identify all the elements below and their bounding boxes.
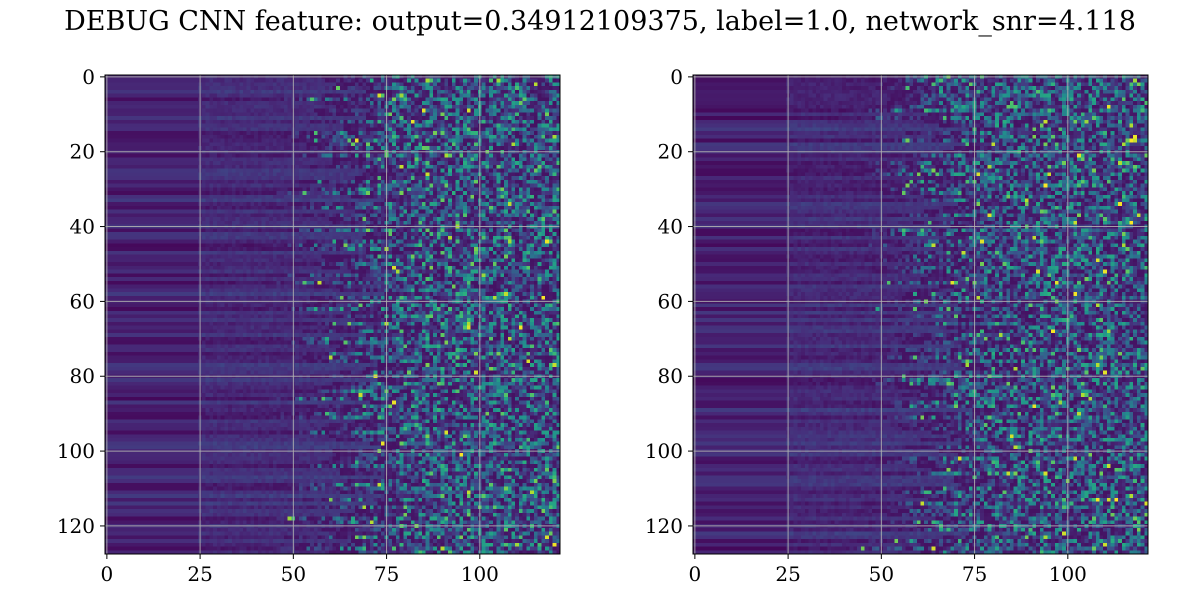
x-tick-label: 0 (688, 562, 701, 586)
x-tick-label: 25 (187, 562, 212, 586)
heatmap-panel-left: 0 25 50 75 100 0 20 40 60 80 100 120 (57, 65, 561, 586)
y-axis-right: 0 20 40 60 80 100 120 (645, 65, 693, 538)
y-tick-label: 0 (82, 65, 95, 89)
y-tick-label: 40 (70, 215, 95, 239)
axes-frame-left (104, 74, 561, 555)
y-tick-label: 20 (70, 140, 95, 164)
x-tick-label: 50 (281, 562, 306, 586)
heatmap-bitmap-left (105, 75, 560, 554)
x-tick-label: 75 (962, 562, 987, 586)
gridlines-left (105, 75, 560, 554)
y-tick-label: 120 (57, 514, 95, 538)
y-tick-label: 60 (658, 289, 683, 313)
x-tick-label: 0 (100, 562, 113, 586)
heatmap-panel-right: 0 25 50 75 100 0 20 40 60 80 100 120 (645, 65, 1149, 586)
y-tick-label: 60 (70, 289, 95, 313)
y-tick-label: 20 (658, 140, 683, 164)
heatmap-bitmap-right (693, 75, 1148, 554)
y-tick-label: 80 (658, 364, 683, 388)
x-axis-right: 0 25 50 75 100 (688, 554, 1087, 586)
y-tick-label: 120 (645, 514, 683, 538)
x-tick-label: 50 (869, 562, 894, 586)
x-tick-label: 25 (775, 562, 800, 586)
figure-title: DEBUG CNN feature: output=0.34912109375,… (64, 6, 1136, 37)
y-tick-label: 80 (70, 364, 95, 388)
x-axis-left: 0 25 50 75 100 (100, 554, 499, 586)
y-tick-label: 40 (658, 215, 683, 239)
axes-frame-right (692, 74, 1149, 555)
x-tick-label: 75 (374, 562, 399, 586)
gridlines-right (693, 75, 1148, 554)
heatmap-image-right (693, 75, 1148, 554)
y-tick-label: 100 (645, 439, 683, 463)
y-tick-label: 100 (57, 439, 95, 463)
heatmap-image-left (105, 75, 560, 554)
x-tick-label: 100 (461, 562, 499, 586)
y-tick-label: 0 (670, 65, 683, 89)
x-tick-label: 100 (1049, 562, 1087, 586)
y-axis-left: 0 20 40 60 80 100 120 (57, 65, 105, 538)
